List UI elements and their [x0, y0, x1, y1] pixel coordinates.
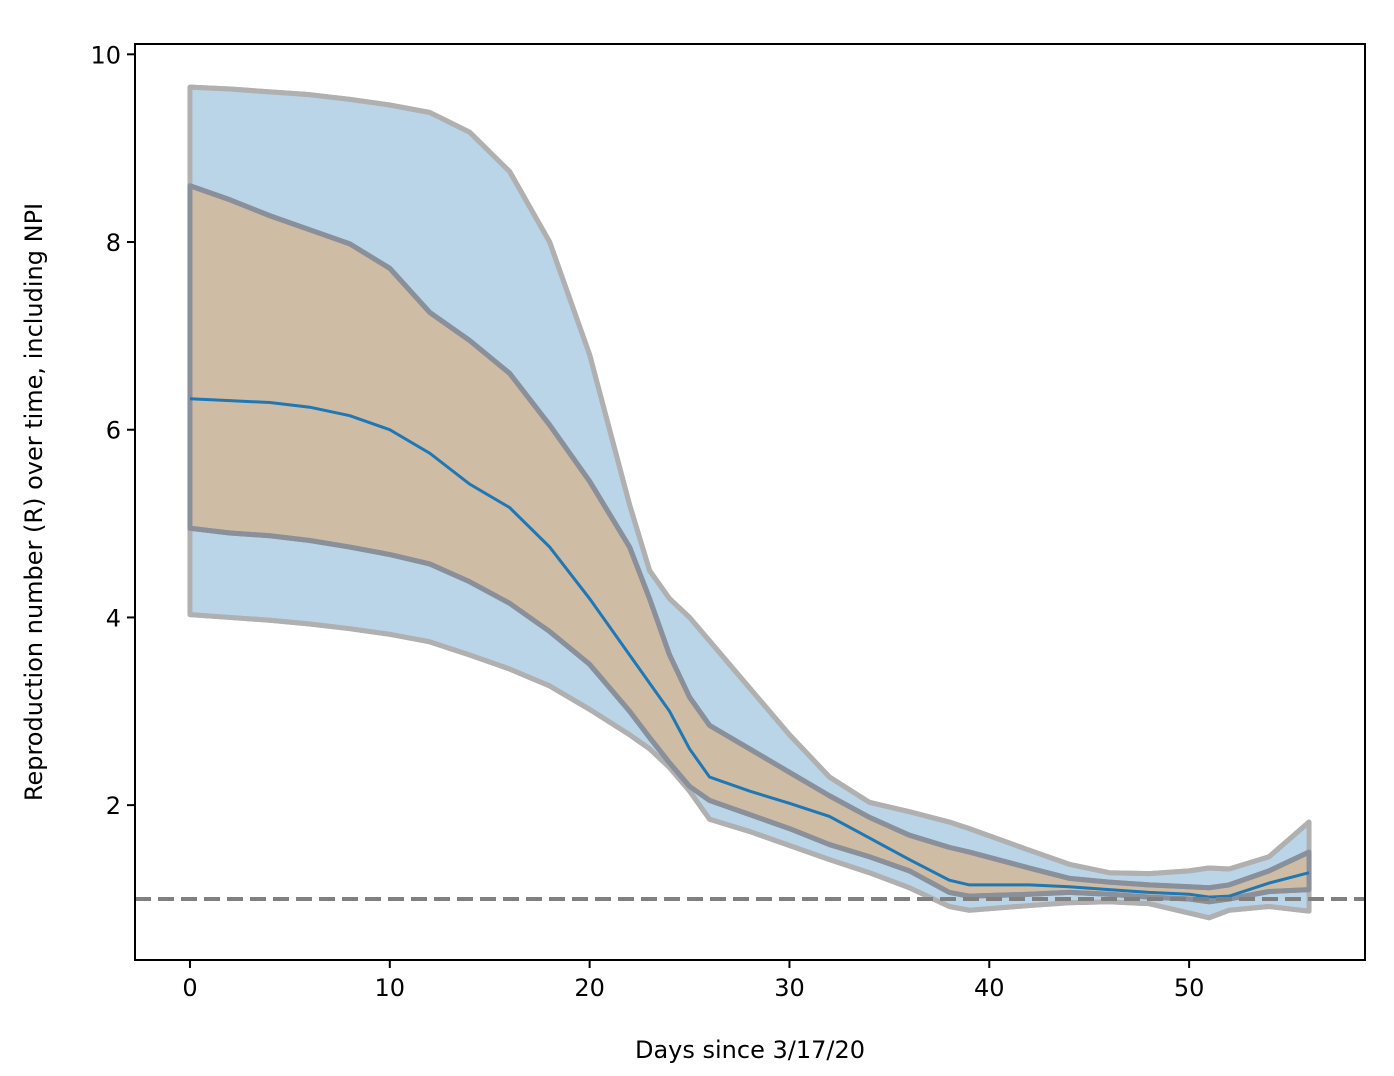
band-fill	[187, 183, 1312, 905]
plot-frame	[134, 43, 1366, 961]
y-tick-label: 10	[90, 41, 121, 69]
x-axis-label: Days since 3/17/20	[635, 1036, 865, 1064]
x-tick-label: 30	[774, 974, 805, 1002]
y-axis-label: Reproduction number (R) over time, inclu…	[20, 203, 48, 801]
x-tick-label: 0	[182, 974, 197, 1002]
x-tick-label: 20	[574, 974, 605, 1002]
median-line	[189, 397, 1310, 899]
band-edge	[189, 525, 1310, 905]
y-tick-label: 2	[106, 792, 121, 820]
band-edge	[189, 84, 1311, 877]
band-edge	[189, 612, 1310, 921]
band-edge	[189, 183, 1311, 891]
y-tick-label: 6	[106, 417, 121, 445]
x-tick-label: 40	[974, 974, 1005, 1002]
x-tick-label: 10	[375, 974, 406, 1002]
y-tick-label: 4	[106, 604, 121, 632]
y-tick-label: 8	[106, 229, 121, 257]
x-tick-label: 50	[1174, 974, 1205, 1002]
